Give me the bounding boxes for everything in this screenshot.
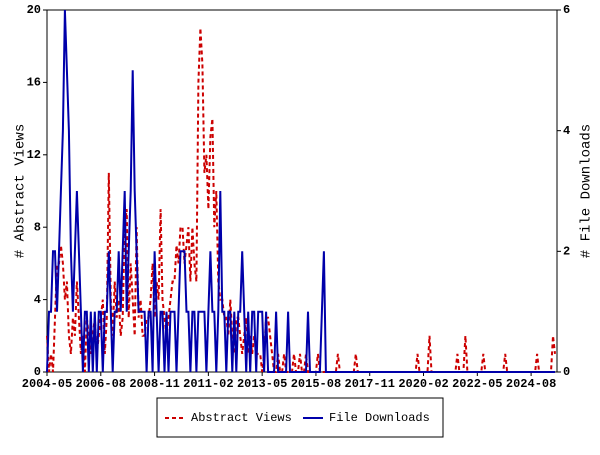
y2-tick-label: 0 bbox=[563, 365, 570, 379]
x-tick-label: 2013-05 bbox=[237, 377, 287, 391]
series-line bbox=[46, 28, 556, 373]
x-tick-label: 2004-05 bbox=[22, 377, 72, 391]
x-tick-label: 2011-02 bbox=[183, 377, 233, 391]
y-tick-label: 0 bbox=[34, 365, 41, 379]
y-tick-label: 12 bbox=[27, 148, 41, 162]
x-tick-label: 2006-08 bbox=[76, 377, 126, 391]
y-tick-label: 16 bbox=[27, 76, 41, 90]
x-tick-label: 2024-08 bbox=[506, 377, 556, 391]
y2-axis-title: # File Downloads bbox=[579, 124, 595, 258]
legend-label: Abstract Views bbox=[191, 411, 292, 425]
y-tick-label: 20 bbox=[27, 3, 41, 17]
y2-tick-label: 2 bbox=[563, 245, 570, 259]
x-tick-label: 2015-08 bbox=[291, 377, 341, 391]
series-line bbox=[46, 9, 555, 373]
x-tick-label: 2017-11 bbox=[345, 377, 395, 391]
y-tick-label: 8 bbox=[34, 220, 41, 234]
legend-label: File Downloads bbox=[329, 411, 430, 425]
x-tick-label: 2020-02 bbox=[398, 377, 448, 391]
y-tick-label: 4 bbox=[34, 293, 41, 307]
x-tick-label: 2008-11 bbox=[129, 377, 179, 391]
y2-tick-label: 4 bbox=[563, 124, 570, 138]
legend-box bbox=[156, 397, 444, 438]
y-axis-title: # Abstract Views bbox=[13, 124, 29, 258]
x-tick-label: 2022-05 bbox=[452, 377, 502, 391]
y2-tick-label: 6 bbox=[563, 3, 570, 17]
plot-frame bbox=[46, 9, 558, 373]
